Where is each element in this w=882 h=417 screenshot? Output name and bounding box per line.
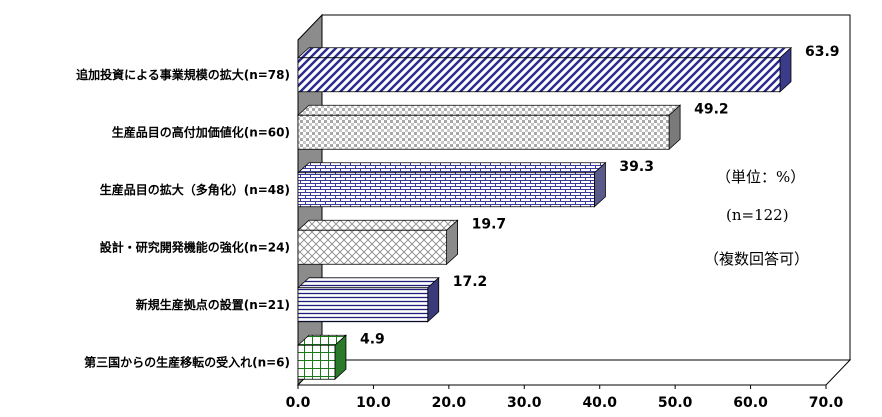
bar xyxy=(296,46,793,93)
bar-top-face xyxy=(296,219,459,231)
bar xyxy=(296,276,440,323)
multiple-answer-annotation: （複数回答可） xyxy=(704,250,810,268)
data-label: 63.9 xyxy=(805,44,840,60)
bar-front-face xyxy=(297,229,447,265)
bar-front-face xyxy=(297,114,670,150)
bar-top-face xyxy=(296,162,607,174)
data-label: 19.7 xyxy=(472,216,507,232)
data-label: 49.2 xyxy=(694,101,729,117)
bar xyxy=(296,104,682,151)
floor xyxy=(296,359,852,386)
bar-front-face xyxy=(297,344,336,380)
bar xyxy=(296,334,347,381)
x-tick-label: 30.0 xyxy=(507,395,542,411)
x-tick-label: 60.0 xyxy=(733,395,768,411)
bar-front-face xyxy=(297,57,781,93)
category-label: 追加投資による事業規模の拡大(n=78) xyxy=(76,67,290,82)
bar-front-face xyxy=(297,172,595,208)
bar-top-face xyxy=(296,277,440,289)
category-label: 新規生産拠点の設置(n=21) xyxy=(136,297,290,312)
x-tick-label: 0.0 xyxy=(286,395,311,411)
category-label: 第三国からの生産移転の受入れ(n=6) xyxy=(84,354,290,369)
x-tick-label: 40.0 xyxy=(582,395,617,411)
category-label: 生産品目の高付加価値化(n=60) xyxy=(112,124,290,139)
bar xyxy=(296,161,607,208)
unit-annotation: （単位：%） xyxy=(716,168,806,186)
sample-size-annotation: (n=122) xyxy=(726,206,789,224)
bar-front-face xyxy=(297,287,429,323)
data-label: 17.2 xyxy=(453,274,488,290)
category-label: 生産品目の拡大（多角化）(n=48) xyxy=(100,182,290,197)
x-tick-label: 20.0 xyxy=(432,395,467,411)
x-tick-label: 70.0 xyxy=(809,395,844,411)
x-tick-label: 50.0 xyxy=(658,395,693,411)
data-label: 39.3 xyxy=(619,159,654,175)
x-tick-label: 10.0 xyxy=(356,395,391,411)
bar-top-face xyxy=(296,104,682,116)
category-label: 設計・研究開発機能の強化(n=24) xyxy=(100,239,290,254)
data-label: 4.9 xyxy=(360,331,385,347)
bar xyxy=(296,219,459,266)
bar-top-face xyxy=(296,47,793,59)
